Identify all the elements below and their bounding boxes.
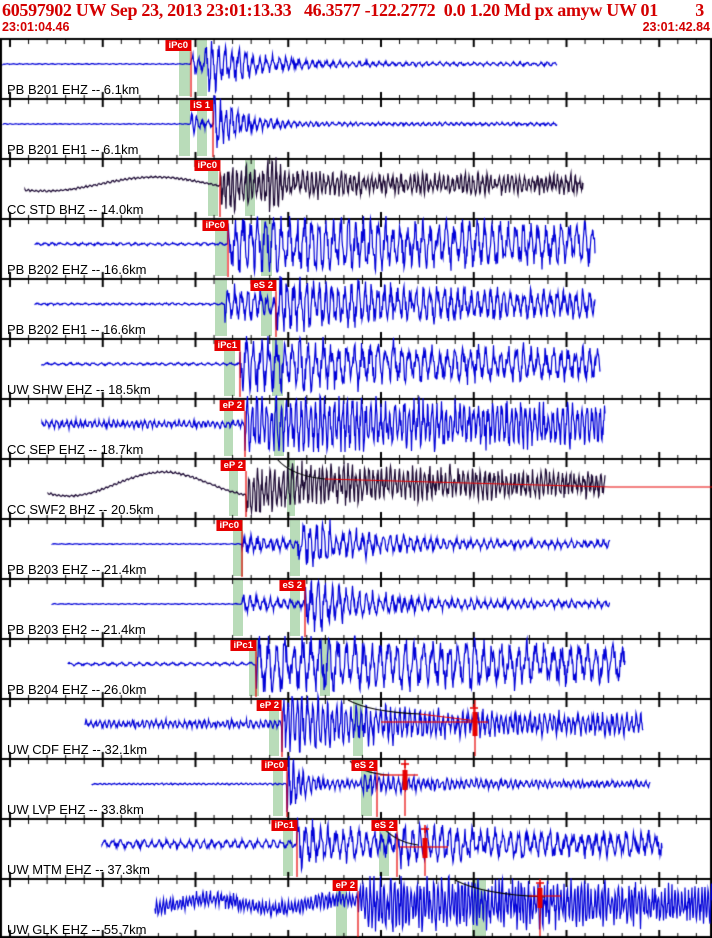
trace-panel[interactable]: iPc1 eS 2 UW MTM EHZ -- 37.3km: [0, 818, 712, 878]
phase-pick-marker[interactable]: iPc0: [194, 160, 220, 171]
trace-panel[interactable]: iPc1 UW SHW EHZ -- 18.5km: [0, 338, 712, 398]
phase-pick-marker[interactable]: iPc0: [165, 40, 191, 51]
trace-panel[interactable]: eP 2 UW GLK EHZ -- 55.7km: [0, 878, 712, 938]
phase-pick-marker[interactable]: eS 2: [371, 820, 397, 831]
time-window-bar: 23:01:04.46 23:01:42.84: [2, 20, 710, 36]
phase-window-band: [233, 580, 243, 636]
phase-pick-marker[interactable]: iPc1: [230, 640, 256, 651]
phase-pick-marker[interactable]: eP 2: [332, 880, 358, 891]
station-label: UW LVP EHZ -- 33.8km: [7, 802, 144, 817]
trace-panel[interactable]: iPc0 CC STD BHZ -- 14.0km: [0, 158, 712, 218]
event-flag: 3: [695, 0, 704, 20]
trace-panel[interactable]: iPc0 PB B201 EHZ -- 6.1km: [0, 38, 712, 98]
phase-pick-marker[interactable]: iPc0: [202, 220, 228, 231]
event-summary: 60597902 UW Sep 23, 2013 23:01:13.33 46.…: [2, 0, 658, 20]
trace-panel[interactable]: eP 2 UW CDF EHZ -- 32.1km: [0, 698, 712, 758]
trace-panel[interactable]: iPc1 PB B204 EHZ -- 26.0km: [0, 638, 712, 698]
phase-window-band: [353, 700, 363, 756]
trace-panel[interactable]: iS 1 PB B201 EH1 -- 6.1km: [0, 98, 712, 158]
phase-window-band: [287, 460, 295, 516]
station-label: UW CDF EHZ -- 32.1km: [7, 742, 148, 757]
station-label: UW GLK EHZ -- 55.7km: [7, 922, 147, 937]
window-start-time: 23:01:04.46: [2, 20, 70, 34]
phase-window-band: [215, 280, 227, 336]
phase-window-band: [272, 340, 283, 396]
phase-window-band: [290, 520, 300, 576]
window-end-time: 23:01:42.84: [642, 20, 710, 34]
phase-window-band: [245, 160, 255, 216]
phase-window-band: [472, 880, 486, 936]
phase-pick-marker[interactable]: iPc0: [216, 520, 242, 531]
trace-panel[interactable]: eP 2 CC SWF2 BHZ -- 20.5km: [0, 458, 712, 518]
station-label: CC SEP EHZ -- 18.7km: [7, 442, 144, 457]
station-label: CC SWF2 BHZ -- 20.5km: [7, 502, 154, 517]
station-label: CC STD BHZ -- 14.0km: [7, 202, 144, 217]
phase-pick-marker[interactable]: eP 2: [220, 460, 246, 471]
phase-pick-marker[interactable]: eS 2: [279, 580, 305, 591]
trace-panel[interactable]: eS 2 PB B203 EH2 -- 21.4km: [0, 578, 712, 638]
phase-pick-marker[interactable]: eP 2: [256, 700, 282, 711]
phase-pick-marker[interactable]: eS 2: [250, 280, 276, 291]
trace-panel[interactable]: iPc0 PB B202 EHZ -- 16.6km: [0, 218, 712, 278]
station-label: PB B202 EHZ -- 16.6km: [7, 262, 147, 277]
station-label: PB B202 EH1 -- 16.6km: [7, 322, 146, 337]
phase-pick-marker[interactable]: iPc1: [271, 820, 297, 831]
station-label: UW MTM EHZ -- 37.3km: [7, 862, 150, 877]
station-label: PB B201 EH1 -- 6.1km: [7, 142, 139, 157]
phase-pick-marker[interactable]: iPc0: [261, 760, 287, 771]
trace-panel[interactable]: eS 2 PB B202 EH1 -- 16.6km: [0, 278, 712, 338]
phase-pick-marker[interactable]: iS 1: [190, 100, 213, 111]
phase-window-band: [197, 40, 207, 96]
trace-panels: iPc0 PB B201 EHZ -- 6.1km iS 1 PB B201 EH1 …: [0, 38, 712, 938]
phase-pick-marker[interactable]: eS 2: [351, 760, 377, 771]
event-header: 60597902 UW Sep 23, 2013 23:01:13.33 46.…: [2, 0, 710, 21]
phase-pick-marker[interactable]: eP 2: [219, 400, 245, 411]
phase-window-band: [274, 400, 284, 456]
phase-window-band: [261, 220, 272, 276]
trace-panel[interactable]: iPc0 eS 2 UW LVP EHZ -- 33.8km: [0, 758, 712, 818]
phase-window-band: [320, 640, 330, 696]
phase-window-band: [179, 100, 190, 156]
phase-pick-marker[interactable]: iPc1: [214, 340, 240, 351]
trace-panel[interactable]: iPc0 PB B203 EHZ -- 21.4km: [0, 518, 712, 578]
station-label: PB B203 EH2 -- 21.4km: [7, 622, 146, 637]
station-label: UW SHW EHZ -- 18.5km: [7, 382, 151, 397]
station-label: PB B203 EHZ -- 21.4km: [7, 562, 147, 577]
station-label: PB B204 EHZ -- 26.0km: [7, 682, 147, 697]
trace-panel[interactable]: eP 2 CC SEP EHZ -- 18.7km: [0, 398, 712, 458]
station-label: PB B201 EHZ -- 6.1km: [7, 82, 140, 97]
